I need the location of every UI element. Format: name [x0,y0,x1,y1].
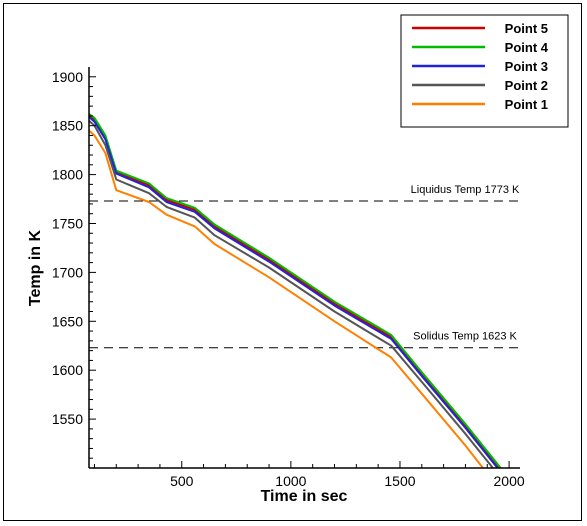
reference-line-label-2: Solidus Temp 1623 K [413,331,517,343]
legend: Point 5 Point 4 Point 3 Point 2 Point 1 [400,14,569,128]
y-tick-label: 1550 [52,411,83,427]
legend-label: Point 5 [505,21,548,36]
x-tick-label: 500 [170,473,194,489]
x-tick-label: 2000 [494,473,525,489]
reference-line-label-1: Liquidus Temp 1773 K [411,184,520,196]
y-tick-label: 1750 [52,215,83,231]
y-tick-label: 1800 [52,167,83,183]
y-axis-title: Temp in K [27,229,44,306]
y-tick-label: 1850 [52,118,83,134]
series-group [89,113,502,468]
axes: 1550 1600 1650 1700 1750 1800 1850 1900 500 1000 1… [52,67,525,489]
series-line-point-2 [89,120,495,468]
x-tick-label: 1000 [275,473,306,489]
y-tick-label: 1650 [52,313,83,329]
legend-box [400,14,569,128]
x-tick-label: 1500 [384,473,415,489]
reference-lines: Liquidus Temp 1773 K Solidus Temp 1623 K [89,184,520,349]
series-line-point-1 [89,129,485,468]
y-tick-label: 1700 [52,264,83,280]
series-line-point-4 [89,113,502,468]
x-axis-title: Time in sec [261,488,348,505]
legend-label: Point 4 [505,40,549,55]
legend-label: Point 2 [505,78,548,93]
legend-label: Point 3 [505,59,548,74]
series-line-point-3 [89,116,499,468]
legend-label: Point 1 [505,97,548,112]
y-tick-label: 1600 [52,362,83,378]
y-tick-label: 1900 [52,69,83,85]
